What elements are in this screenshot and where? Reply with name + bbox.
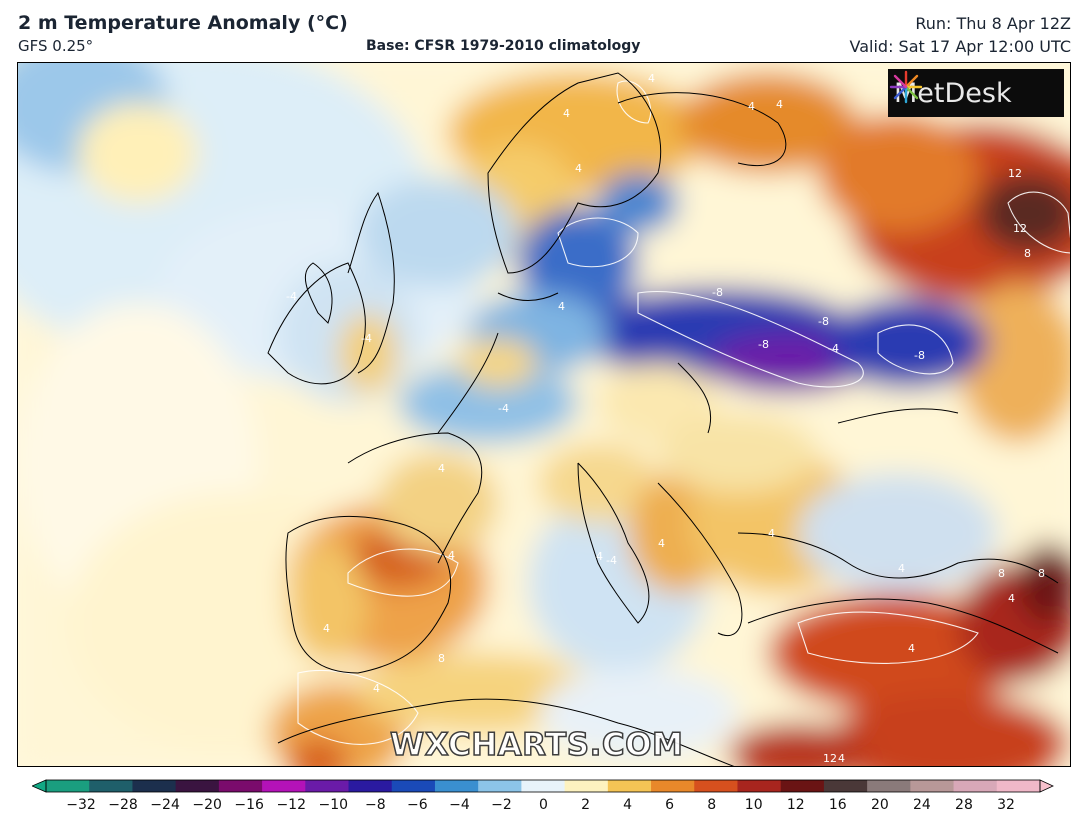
colorbar-segment <box>607 780 652 792</box>
contour-label: 4 <box>448 549 455 562</box>
contour-label: 4 <box>323 622 330 635</box>
colorbar-segment <box>823 780 868 792</box>
contour-label: 4 <box>558 300 565 313</box>
colorbar-tick-label: −10 <box>318 797 349 813</box>
contour-label: 4 <box>898 562 905 575</box>
coastlines <box>267 72 1059 766</box>
contour-label: -4 <box>286 290 297 303</box>
colorbar <box>32 779 1054 793</box>
colorbar-tick-label: 24 <box>912 797 931 813</box>
colorbar-tick-label: 32 <box>997 797 1015 813</box>
colorbar-segment <box>996 780 1041 792</box>
colorbar-segment <box>132 780 177 792</box>
colorbar-segment <box>780 780 825 792</box>
chart-title: 2 m Temperature Anomaly (°C) <box>18 12 348 34</box>
colorbar-tick-label: 2 <box>581 797 590 813</box>
contour-label: 8 <box>1024 247 1031 260</box>
valid-time-label: Valid: Sat 17 Apr 12:00 UTC <box>849 37 1071 56</box>
contour-label: 4 <box>563 107 570 120</box>
colorbar-segment <box>305 780 350 792</box>
contour-label: -8 <box>914 349 925 362</box>
contour-label: 8 <box>1038 567 1045 580</box>
colorbar-segment <box>89 780 133 792</box>
colorbar-segment <box>867 780 911 792</box>
colorbar-tick-label: 0 <box>539 797 548 813</box>
colorbar-tick-label: −6 <box>407 797 428 813</box>
wxcharts-watermark: WXCHARTS.COM <box>389 726 684 764</box>
contour-label: -8 <box>758 338 769 351</box>
contour-label: -4 <box>828 342 839 355</box>
starburst-logo-icon <box>889 70 923 104</box>
metdesk-logo: MetDesk <box>888 69 1064 117</box>
colorbar-tick-label: 12 <box>786 797 805 813</box>
contour-label: -4 <box>361 332 372 345</box>
model-label: GFS 0.25° <box>18 37 94 55</box>
colorbar-segment <box>521 780 566 792</box>
contour-label: 4 <box>748 100 755 113</box>
colorbar-tick-label: 6 <box>665 797 675 813</box>
contour-label: 4 <box>776 98 783 111</box>
colorbar-tick-label: 4 <box>623 797 633 813</box>
colorbar-tick-label: −12 <box>276 797 306 813</box>
contour-label: -4 <box>606 554 617 567</box>
run-time-label: Run: Thu 8 Apr 12Z <box>915 14 1071 33</box>
colorbar-segment <box>737 780 782 792</box>
colorbar-segment <box>564 780 609 792</box>
colorbar-segment <box>175 780 220 792</box>
contour-label: 4 <box>373 682 380 695</box>
colorbar-tick-label: 8 <box>707 797 717 813</box>
contour-label: 4 <box>768 527 775 540</box>
contour-label: -4 <box>498 402 509 415</box>
contour-label: -8 <box>712 286 723 299</box>
contour-label: 4 <box>908 642 915 655</box>
contour-label: 12 <box>1008 167 1022 180</box>
contour-label: 12 <box>823 752 837 765</box>
colorbar-tick-label: 16 <box>828 797 847 813</box>
colorbar-segment <box>478 780 522 792</box>
contour-label: 4 <box>1008 592 1015 605</box>
colorbar-tick-label: −32 <box>66 797 96 813</box>
colorbar-tick-label: −4 <box>449 797 470 813</box>
contour-label: 8 <box>438 652 445 665</box>
contour-label: 12 <box>1013 222 1027 235</box>
colorbar-tick-label: −28 <box>108 797 138 813</box>
colorbar-segment <box>46 780 90 792</box>
colorbar-max-arrow <box>1039 779 1054 793</box>
contour-label: 4 <box>575 162 582 175</box>
colorbar-segment <box>391 780 436 792</box>
colorbar-segment <box>910 780 955 792</box>
colorbar-segment <box>651 780 695 792</box>
anomaly-field <box>18 63 1070 766</box>
colorbar-tick-label: 10 <box>744 797 763 813</box>
anomaly-map-canvas <box>18 63 1070 766</box>
contour-label: 4 <box>648 72 655 85</box>
colorbar-segment <box>348 780 393 792</box>
colorbar-tick-label: −16 <box>234 797 264 813</box>
colorbar-tick-label: 28 <box>955 797 973 813</box>
colorbar-tick-label: −2 <box>491 797 512 813</box>
colorbar-tick-label: −8 <box>364 797 386 813</box>
colorbar-segment <box>434 780 479 792</box>
climatology-base-label: Base: CFSR 1979-2010 climatology <box>366 38 641 54</box>
contour-label: 4 <box>838 752 845 765</box>
contour-label: 4 <box>658 537 665 550</box>
contour-label: 4 <box>596 550 603 563</box>
contour-label: 8 <box>998 567 1005 580</box>
colorbar-segment <box>218 780 263 792</box>
colorbar-min-arrow <box>32 779 47 793</box>
contour-label: -8 <box>818 315 829 328</box>
colorbar-tick-label: −24 <box>150 797 180 813</box>
contour-label: 4 <box>438 462 445 475</box>
colorbar-tick-label: 20 <box>870 797 889 813</box>
anomaly-map[interactable]: MetDesk WXCHARTS.COM 4 4 4 4 4 12 12 8 -4 -4 4 -8 -8… <box>17 62 1071 767</box>
colorbar-outline <box>45 779 1041 793</box>
colorbar-segment <box>953 780 998 792</box>
colorbar-tick-label: −20 <box>192 797 222 813</box>
colorbar-segment <box>262 780 306 792</box>
colorbar-segment <box>694 780 738 792</box>
